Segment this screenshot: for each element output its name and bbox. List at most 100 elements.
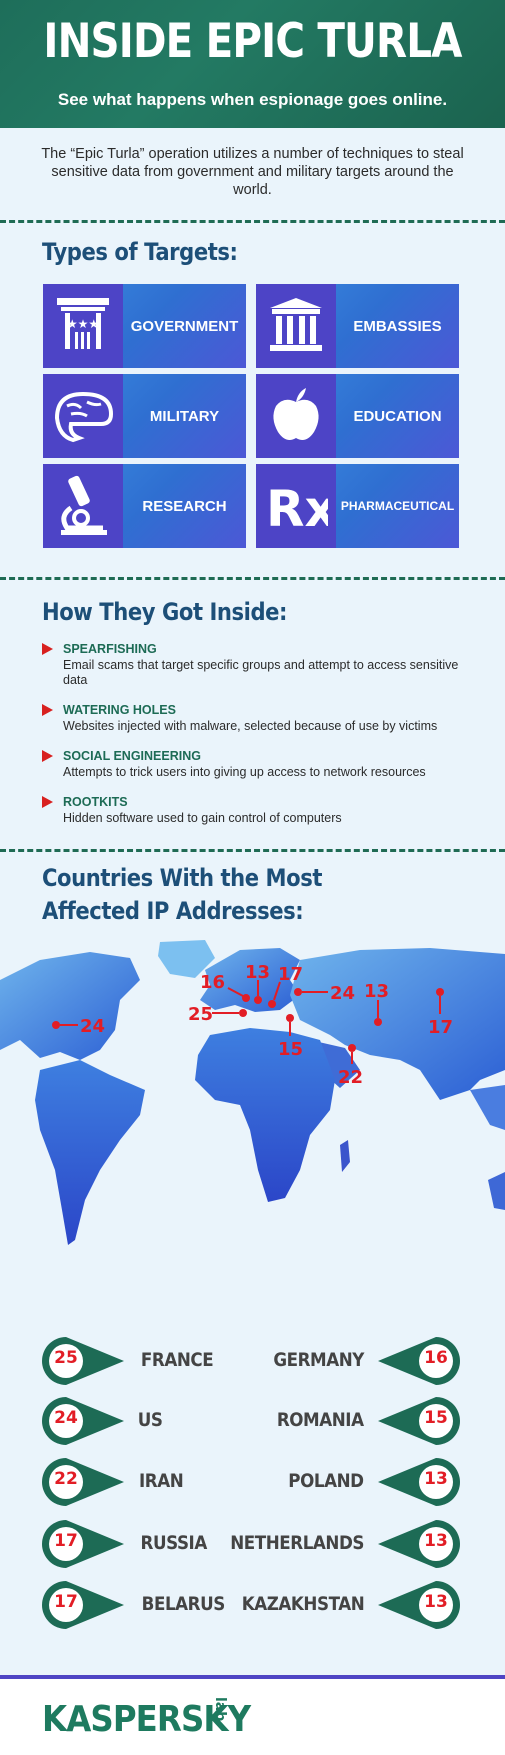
country-row-poland: POLAND 13 (238, 1458, 460, 1506)
count-number: 16 (424, 1348, 448, 1368)
count-badge: 25 (42, 1337, 124, 1385)
map-marker-germany: 13 (245, 962, 270, 1004)
map-marker-belarus: 24 (294, 983, 355, 1004)
targets-title: Types of Targets: (42, 238, 238, 266)
country-name: FRANCE (140, 1349, 214, 1371)
svg-text:13: 13 (245, 962, 270, 983)
target-tile-education: EDUCATION (256, 374, 459, 458)
count-number: 13 (424, 1592, 448, 1612)
countries-title-line1: Countries With the Most (42, 864, 322, 892)
map-marker-france: 25 (188, 1004, 247, 1025)
microscope-icon (43, 464, 123, 548)
svg-text:★★★: ★★★ (67, 317, 99, 331)
method-desc: Email scams that target specific groups … (63, 658, 459, 687)
count-number: 17 (54, 1531, 78, 1551)
map-marker-us: 24 (52, 1016, 105, 1037)
country-row-netherlands: NETHERLANDS 13 (230, 1520, 460, 1568)
svg-text:13: 13 (364, 981, 389, 1002)
method-name: ROOTKITS (63, 795, 128, 809)
count-badge: 24 (42, 1397, 124, 1445)
countries-title-line2: Affected IP Addresses: (42, 897, 304, 925)
target-label: EMBASSIES (353, 317, 442, 335)
country-row-romania: ROMANIA 15 (238, 1397, 460, 1445)
kaspersky-logo: KASPERSKY (42, 1699, 251, 1740)
country-name: POLAND (288, 1470, 365, 1492)
method-desc: Attempts to trick users into giving up a… (63, 765, 426, 779)
madagascar-shape (340, 1140, 350, 1172)
map-marker-poland: 17 (268, 964, 303, 1008)
count-number: 15 (424, 1408, 448, 1428)
count-number: 25 (54, 1348, 78, 1368)
australia-shape (488, 1172, 505, 1210)
africa-shape (195, 1028, 335, 1202)
north-america-shape (0, 952, 140, 1060)
kaspersky-logo-suffix: lab (212, 1697, 228, 1722)
southeast-asia-shape (470, 1085, 505, 1130)
count-badge: 17 (42, 1520, 124, 1568)
count-badge: 16 (378, 1337, 460, 1385)
count-badge: 22 (42, 1458, 124, 1506)
country-row-france: 25 FRANCE (42, 1337, 262, 1385)
svg-text:15: 15 (278, 1039, 303, 1060)
target-tile-government: ★★★ GOVERNMENT (43, 284, 246, 368)
target-label: EDUCATION (353, 407, 442, 425)
count-number: 13 (424, 1469, 448, 1489)
count-number: 22 (54, 1469, 78, 1489)
count-number: 13 (424, 1531, 448, 1551)
country-name: IRAN (139, 1470, 184, 1492)
count-number: 17 (54, 1592, 78, 1612)
svg-text:17: 17 (428, 1017, 453, 1038)
target-tile-research: RESEARCH (43, 464, 246, 548)
svg-text:24: 24 (80, 1016, 105, 1037)
country-name: KAZAKHSTAN (241, 1593, 364, 1615)
country-row-us: 24 US (42, 1397, 262, 1445)
columns-building-icon (256, 284, 336, 368)
method-name: SOCIAL ENGINEERING (63, 749, 201, 763)
map-marker-netherlands: 16 (200, 972, 250, 1002)
count-badge: 13 (378, 1458, 460, 1506)
target-label: PHARMACEUTICAL (340, 499, 455, 513)
count-badge: 17 (42, 1581, 124, 1629)
count-badge: 13 (378, 1520, 460, 1568)
method-desc: Hidden software used to gain control of … (63, 811, 342, 825)
country-name: BELARUS (141, 1593, 226, 1615)
count-badge: 13 (378, 1581, 460, 1629)
rx-icon: Rx (256, 464, 336, 548)
target-tile-pharmaceutical: Rx PHARMACEUTICAL (256, 464, 459, 548)
country-name: ROMANIA (277, 1409, 364, 1431)
country-row-iran: 22 IRAN (42, 1458, 262, 1506)
asia-shape (290, 948, 505, 1100)
map-marker-romania: 15 (278, 1014, 303, 1060)
target-label: GOVERNMENT (130, 317, 239, 335)
method-desc: Websites injected with malware, selected… (63, 719, 438, 733)
method-name: WATERING HOLES (63, 703, 176, 717)
arrow-bullet-icon (42, 750, 53, 762)
country-name: US (137, 1409, 163, 1431)
helmet-icon (43, 374, 123, 458)
intro-text: The “Epic Turla” operation utilizes a nu… (41, 146, 464, 198)
arrow-bullet-icon (42, 796, 53, 808)
target-tile-embassies: EMBASSIES (256, 284, 459, 368)
world-map: 24 25 16 13 17 24 13 17 15 (0, 940, 505, 1245)
capitol-icon: ★★★ (43, 284, 123, 368)
country-name: NETHERLANDS (230, 1532, 364, 1554)
countries-title: Countries With the Most Affected IP Addr… (42, 862, 322, 928)
map-marker-kazakhstan: 13 (364, 981, 389, 1026)
country-name: RUSSIA (140, 1532, 208, 1554)
country-row-russia: 17 RUSSIA (42, 1520, 262, 1568)
svg-text:24: 24 (330, 983, 355, 1004)
arrow-bullet-icon (42, 643, 53, 655)
target-label: MILITARY (149, 407, 220, 425)
rx-glyph: Rx (266, 480, 328, 538)
svg-text:16: 16 (200, 972, 225, 993)
country-name: GERMANY (273, 1349, 364, 1371)
south-america-shape (35, 1060, 145, 1245)
target-tile-military: MILITARY (43, 374, 246, 458)
page-subtitle: See what happens when espionage goes onl… (57, 90, 448, 109)
footer: KASPERSKY lab (0, 1679, 505, 1755)
country-row-belarus: 17 BELARUS (42, 1581, 262, 1629)
map-marker-russia: 17 (428, 988, 453, 1038)
greenland-shape (158, 940, 215, 978)
target-label: RESEARCH (142, 497, 227, 515)
svg-text:25: 25 (188, 1004, 213, 1025)
